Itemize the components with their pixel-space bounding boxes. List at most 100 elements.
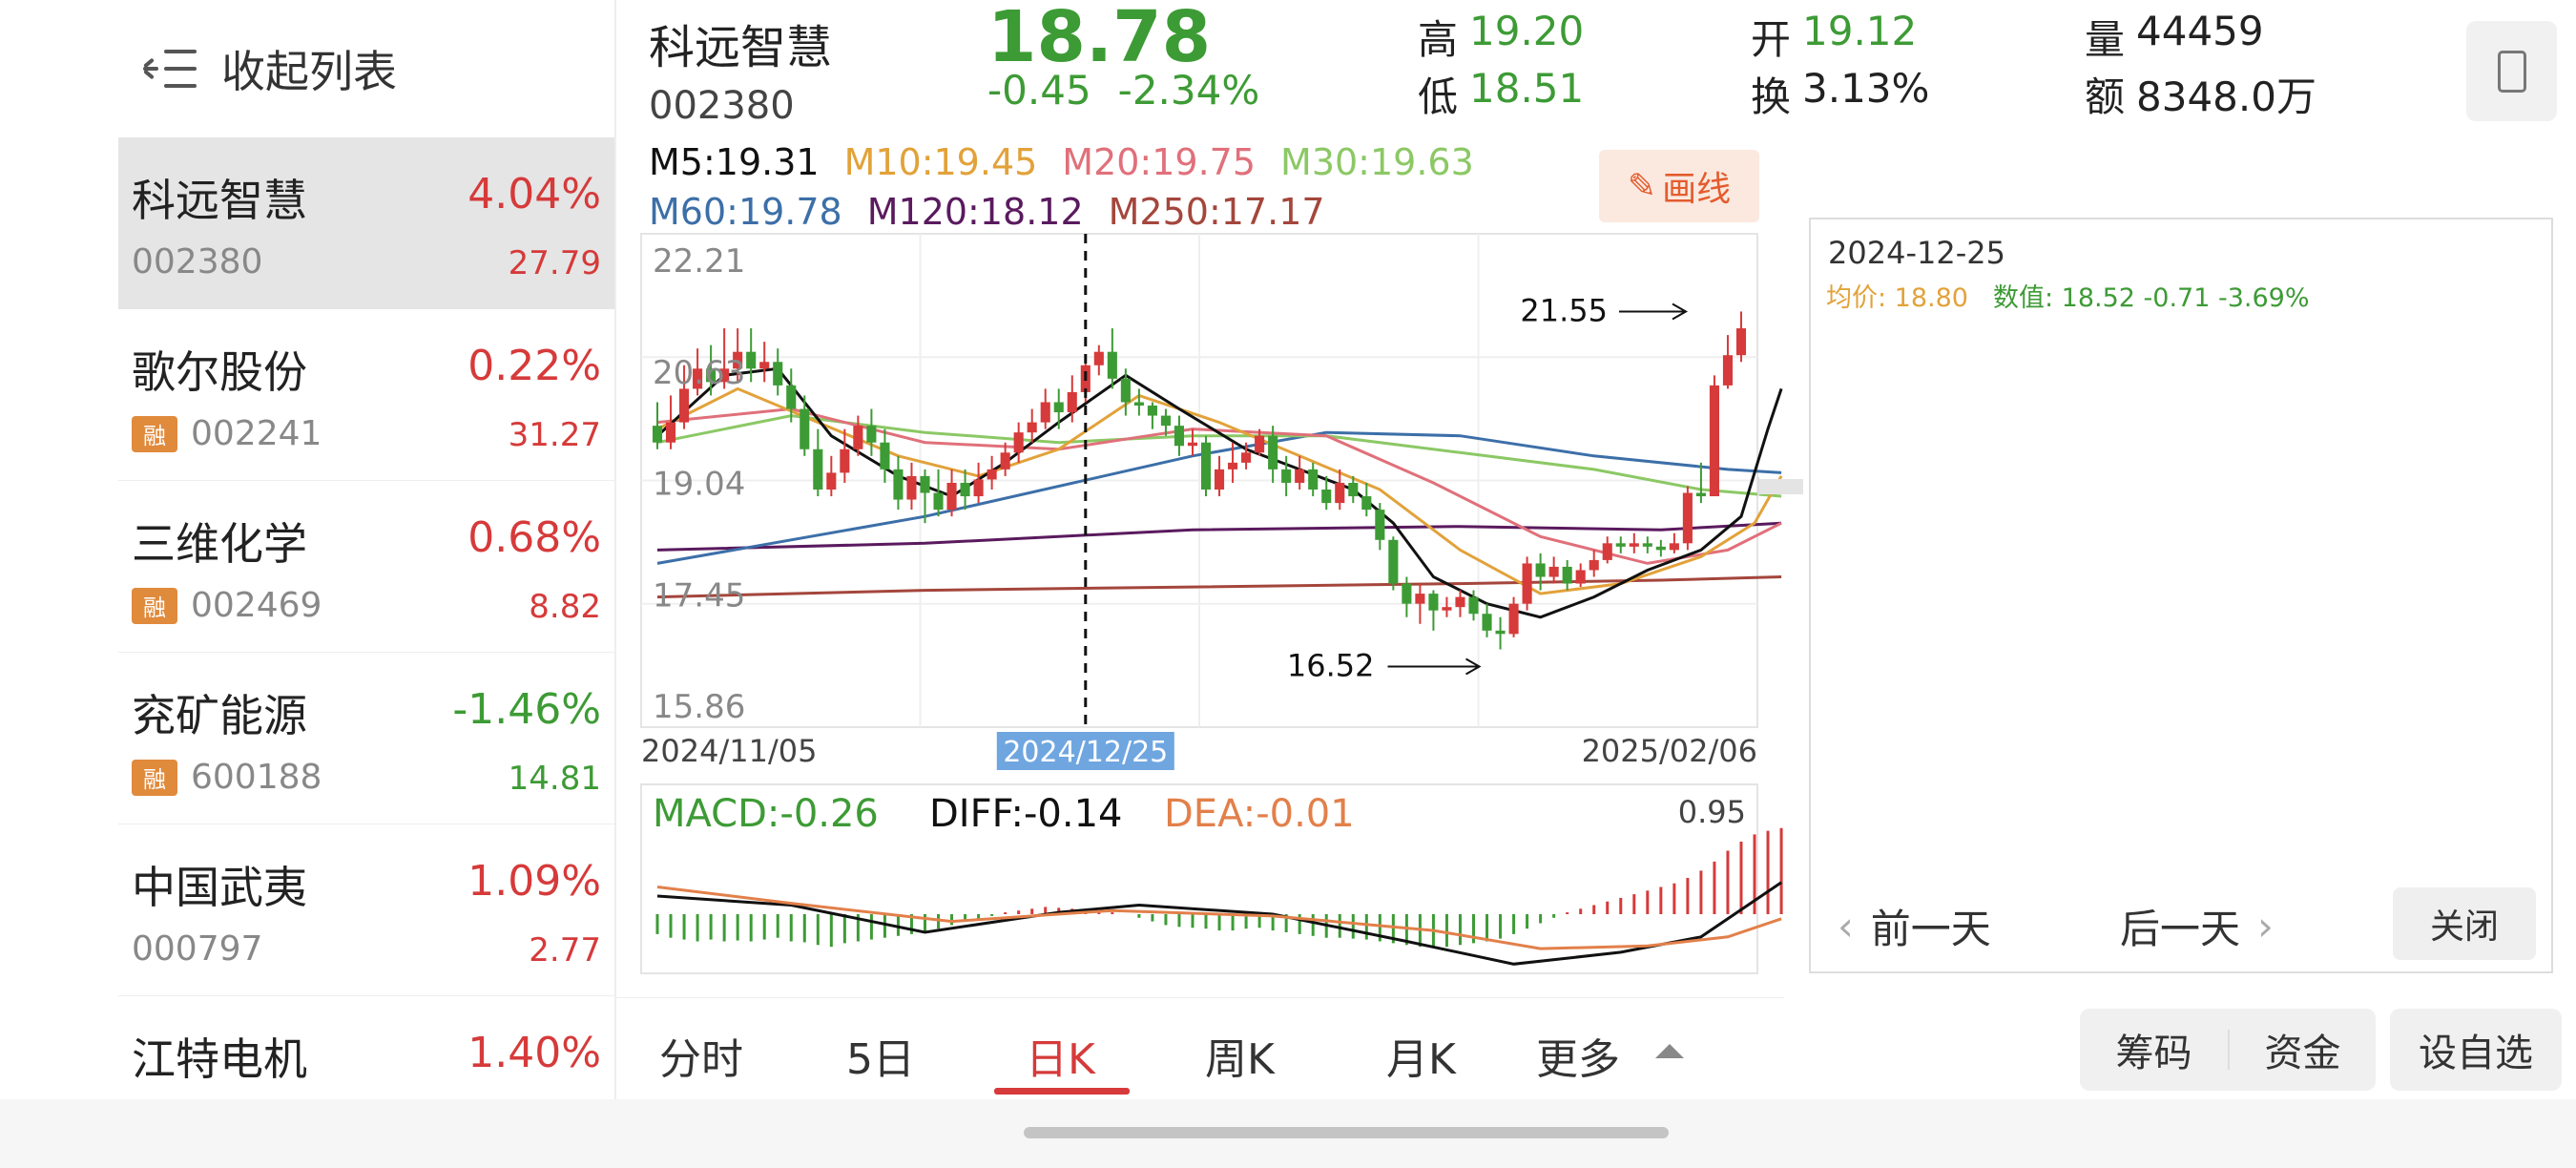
chevron-right-icon: › (2257, 903, 2274, 949)
tab-more[interactable]: 更多 (1536, 1035, 1620, 1084)
y-tick-label: 19.04 (653, 466, 745, 504)
price-marker (1757, 477, 1759, 496)
m10-line (656, 386, 1783, 595)
watchlist-item-percent: 4.04% (467, 170, 601, 219)
candle-body (1508, 603, 1519, 635)
candle-body (1308, 469, 1319, 490)
candle-body (1295, 469, 1305, 483)
previous-day-button[interactable]: ‹ 前一天 (1838, 897, 1991, 955)
collapse-list-button[interactable]: 收起列表 (143, 31, 397, 107)
macd-label: MACD:-0.26 (653, 792, 879, 836)
candle-body (693, 368, 703, 389)
popup-info: 均价: 18.80 数值: 18.52 -0.71 -3.69% (1826, 277, 2310, 314)
watchlist: 科远智慧 4.04% 002380 27.79 歌尔股份 0.22% 融 002241 31.2… (118, 137, 614, 1101)
home-indicator[interactable] (1024, 1127, 1669, 1138)
funds-button[interactable]: 资金 (2264, 1032, 2341, 1075)
ma10-value: M10:19.45 (843, 141, 1038, 183)
tab-intraday[interactable]: 分时 (659, 1035, 743, 1084)
ma5-value: M5:19.31 (649, 141, 820, 183)
watchlist-item-name: 中国武夷 (132, 862, 307, 913)
next-day-label: 后一天 (2120, 906, 2241, 952)
m30-line (656, 414, 1782, 498)
kline-frame (640, 233, 1758, 728)
add-to-watchlist-button[interactable]: 设自选 (2390, 1009, 2562, 1091)
chips-funds-group: 筹码 资金 (2080, 1009, 2376, 1091)
price-change: -0.45 -2.34% (987, 67, 1259, 114)
previous-day-label: 前一天 (1870, 906, 1991, 952)
m5-line (655, 366, 1783, 619)
candle-body (733, 351, 743, 369)
popup-avg-price: 均价: 18.80 (1826, 283, 1968, 313)
candle-body (1160, 415, 1171, 427)
watchlist-item-code: 融 002469 (132, 586, 322, 625)
tab-daily-k[interactable]: 日K (1026, 1035, 1095, 1084)
next-day-button[interactable]: 后一天 › (2120, 897, 2274, 955)
watchlist-item[interactable]: 兖矿能源 -1.46% 融 600188 14.81 (118, 653, 614, 824)
dea-line (656, 886, 1782, 950)
chevron-left-icon: ‹ (1838, 903, 1854, 949)
candle-body (1722, 355, 1734, 386)
candle-body (706, 368, 717, 383)
candle-body (813, 448, 823, 490)
candle-body (800, 408, 810, 449)
watchlist-item-code: 融 002241 (132, 414, 322, 453)
candle-body (665, 422, 676, 443)
m250-line (656, 575, 1782, 599)
x-axis-start-label: 2024/11/05 (641, 733, 817, 769)
margin-badge: 融 (132, 759, 177, 796)
candle-body (1080, 365, 1091, 392)
watchlist-item-code-text: 000797 (132, 929, 263, 969)
diff-label: DIFF:-0.14 (929, 792, 1122, 836)
tab-5day[interactable]: 5日 (846, 1035, 915, 1084)
margin-badge: 融 (132, 587, 177, 624)
chips-button[interactable]: 筹码 (2115, 1032, 2192, 1075)
watchlist-item-code-text: 002380 (132, 242, 263, 282)
watchlist-item[interactable]: 科远智慧 4.04% 002380 27.79 (118, 137, 614, 309)
candle-body (1455, 596, 1465, 608)
candle-body (1682, 492, 1693, 544)
candle-body (773, 362, 783, 386)
candle-body (1335, 482, 1345, 504)
caret-up-icon (1655, 1044, 1684, 1058)
close-popup-button[interactable]: 关闭 (2393, 887, 2536, 960)
candle-body (1709, 385, 1719, 497)
pencil-icon: ✎ (1627, 166, 1657, 206)
watchlist-item-name: 三维化学 (132, 518, 307, 570)
phone-icon (2497, 50, 2526, 93)
draw-line-button[interactable]: ✎ 画线 (1599, 150, 1759, 222)
margin-badge: 融 (132, 415, 177, 452)
candle-body (1147, 406, 1157, 416)
y-tick-label: 15.86 (653, 688, 745, 726)
candle-body (933, 492, 944, 511)
candle-body (1321, 490, 1332, 504)
candle-body (840, 448, 850, 473)
watchlist-item[interactable]: 歌尔股份 0.22% 融 002241 31.27 (118, 309, 614, 481)
ma60-value: M60:19.78 (649, 191, 842, 233)
watchlist-item-percent: 1.09% (467, 857, 601, 906)
watchlist-item-name: 科远智慧 (132, 175, 307, 226)
popup-value: 数值: 18.52 -0.71 -3.69% (1992, 283, 2310, 313)
candle-body (1602, 543, 1612, 560)
candle-body (1053, 402, 1064, 413)
macd-max-label: 0.95 (1678, 794, 1746, 830)
watchlist-item[interactable]: 江特电机 1.40% (118, 996, 614, 1101)
macd-frame (640, 783, 1758, 974)
candle-body (1402, 583, 1412, 604)
candle-body (1013, 432, 1024, 453)
candle-body (906, 475, 917, 500)
candle-body (1281, 469, 1292, 483)
watchlist-item-price: 8.82 (529, 588, 601, 626)
watchlist-item[interactable]: 中国武夷 1.09% 000797 2.77 (118, 824, 614, 996)
tab-weekly-k[interactable]: 周K (1205, 1035, 1275, 1084)
y-tick-label: 17.45 (653, 576, 745, 615)
tab-monthly-k[interactable]: 月K (1386, 1035, 1456, 1084)
candle-body (1174, 426, 1185, 447)
candle-body (973, 479, 984, 497)
m20-line (656, 407, 1782, 565)
candle-body (679, 388, 690, 423)
candle-body (1067, 391, 1077, 413)
watchlist-item[interactable]: 三维化学 0.68% 融 002469 8.82 (118, 481, 614, 653)
rotate-screen-button[interactable] (2466, 21, 2557, 121)
candle-body (1040, 402, 1050, 423)
draw-line-label: 画线 (1662, 170, 1732, 209)
